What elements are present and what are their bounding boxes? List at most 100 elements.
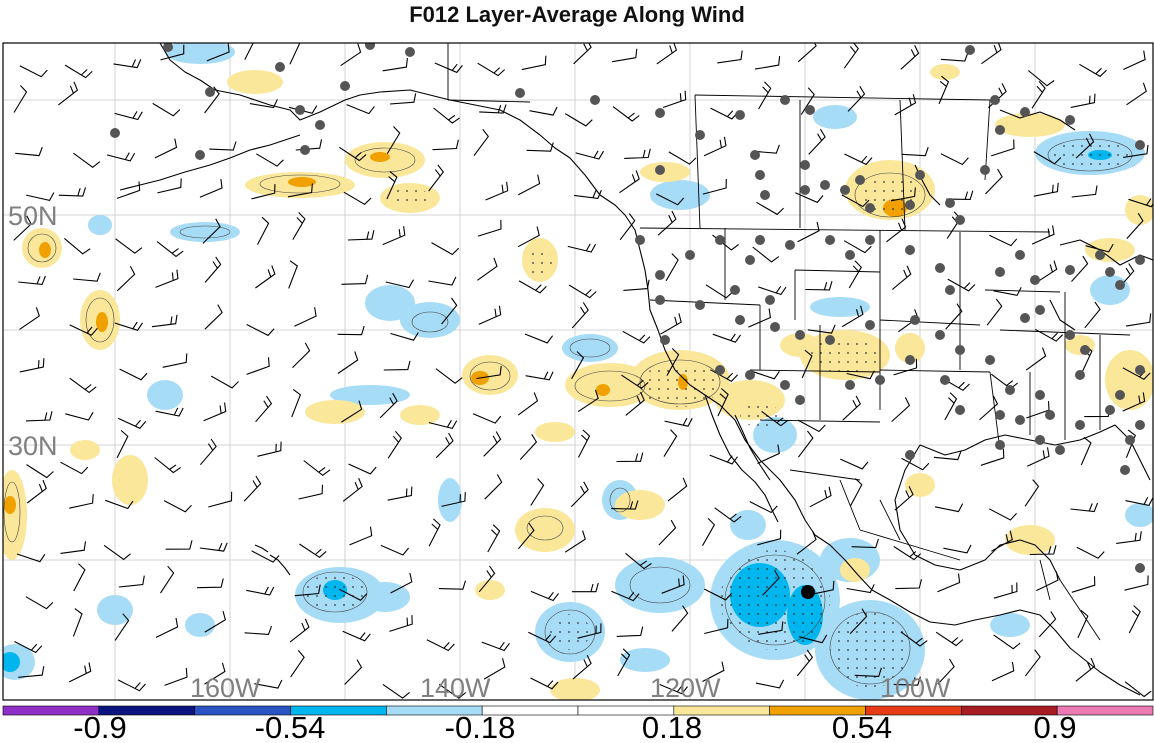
wind-barb (1070, 502, 1099, 513)
wind-barb (1126, 82, 1147, 106)
wind-barb (208, 491, 233, 508)
wind-barb (655, 193, 685, 206)
wind-barb (756, 201, 784, 216)
wind-barb (162, 353, 188, 368)
wind-barb (524, 333, 554, 344)
station-dot (865, 235, 875, 245)
wind-barb (656, 43, 678, 65)
wind-barb (890, 187, 916, 202)
wind-barb (530, 590, 560, 602)
wind-barb (940, 52, 969, 62)
wind-barb (577, 389, 599, 413)
wind-barb (751, 370, 780, 380)
station-dot (300, 145, 310, 155)
wind-barb (13, 215, 32, 241)
station-dot (695, 300, 705, 310)
wind-barb (702, 661, 725, 682)
wind-barb (116, 181, 141, 199)
wind-barb (616, 452, 644, 463)
station-dot (980, 165, 990, 175)
wind-barb (251, 184, 276, 200)
station-dot (715, 365, 725, 375)
wind-barb (387, 486, 413, 501)
wind-barb (612, 106, 640, 122)
station-dot (163, 43, 173, 52)
wind-barb (624, 148, 651, 159)
wind-barb (385, 279, 414, 289)
wind-barb (428, 276, 457, 286)
wind-barb (851, 538, 879, 549)
station-dot (955, 215, 965, 225)
wind-barb (151, 314, 178, 328)
wind-barb (155, 617, 179, 638)
wind-barb (1128, 198, 1153, 208)
station-dot (405, 47, 415, 57)
wind-barb (478, 305, 502, 325)
wind-barb (115, 238, 143, 254)
wind-barb (64, 237, 91, 255)
station-dot (995, 440, 1005, 450)
wind-barbs (13, 43, 1153, 699)
station-dot (785, 240, 795, 250)
wind-barb (660, 313, 682, 335)
wind-barb (202, 218, 221, 244)
wind-barb (1075, 657, 1096, 682)
wind-barb (249, 99, 278, 109)
wind-barb (617, 648, 631, 677)
wind-barb (105, 499, 134, 510)
wind-barb (337, 325, 365, 336)
wind-barb (891, 265, 912, 290)
station-dot (780, 95, 790, 105)
wind-barb (749, 501, 778, 514)
wind-barb (69, 494, 94, 509)
wind-barb (25, 411, 53, 422)
wind-barb (843, 240, 872, 254)
wind-barb (1125, 313, 1152, 327)
wind-barb (58, 187, 87, 197)
station-dot (1135, 255, 1145, 265)
wind-barb (477, 257, 498, 281)
wind-barb (938, 75, 950, 105)
wind-barb (1124, 681, 1152, 698)
wind-barb (1116, 531, 1142, 544)
wind-barb (886, 218, 907, 243)
wind-barb (664, 417, 693, 427)
wind-barb (577, 623, 602, 639)
station-dot (915, 170, 925, 180)
wind-barb (1076, 546, 1105, 559)
lat-label-50n: 50N (8, 201, 58, 231)
wind-barb (671, 605, 689, 632)
station-dot (760, 190, 770, 200)
wind-barb (1026, 447, 1050, 467)
wind-barb (933, 451, 962, 461)
station-dot (765, 295, 775, 305)
wind-barb (795, 192, 824, 204)
wind-barb (901, 147, 929, 157)
wind-barb (893, 546, 922, 561)
wind-barb (937, 573, 961, 593)
wind-barb (943, 544, 972, 554)
wind-barb (991, 530, 1013, 552)
wind-barb (714, 507, 742, 523)
wind-barb (477, 219, 502, 237)
station-dot (1135, 563, 1145, 573)
wind-barb (575, 150, 604, 160)
wind-barb (667, 477, 688, 502)
wind-barb (809, 486, 832, 508)
wind-barb (1036, 260, 1058, 283)
wind-barb (382, 58, 408, 72)
wind-barb (390, 332, 419, 341)
station-dot (755, 235, 765, 245)
wind-barb (797, 221, 820, 243)
wind-barb (289, 618, 310, 643)
wind-barb (1126, 212, 1144, 239)
wind-barb (114, 613, 130, 641)
wind-barb (847, 86, 866, 112)
wind-barb (487, 524, 501, 553)
wind-barb (1033, 151, 1062, 165)
wind-barb (564, 530, 586, 553)
wind-barb (116, 266, 136, 292)
wind-barb (1036, 571, 1059, 592)
wind-barb (379, 392, 398, 419)
wind-barb (1125, 497, 1153, 507)
